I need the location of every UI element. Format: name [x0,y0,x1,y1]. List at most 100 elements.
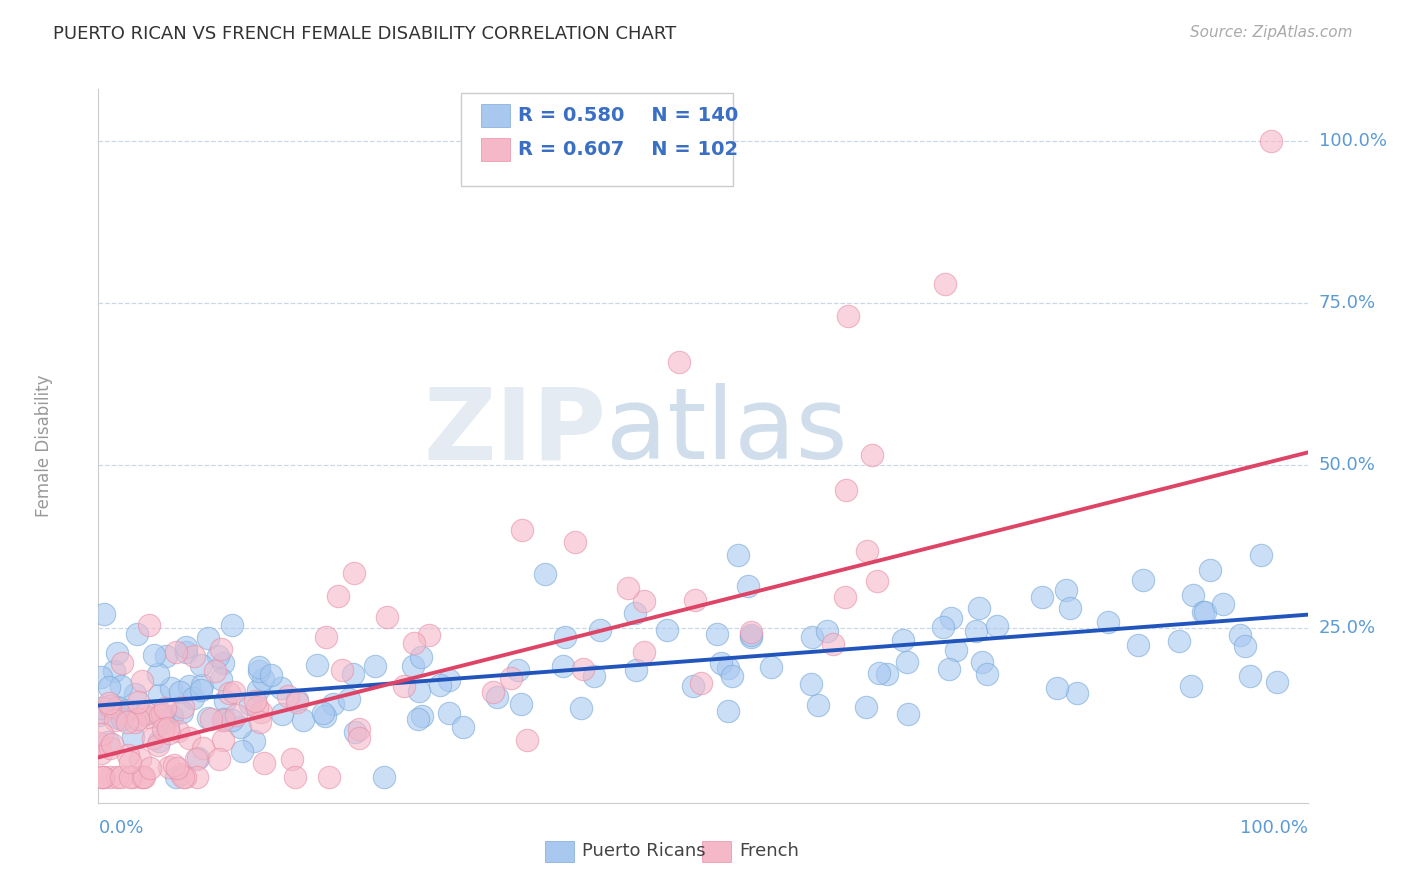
Point [105,699,128,714]
Point [167,723,190,738]
Point [690,676,713,690]
Point [1180,679,1202,693]
Point [1031,591,1053,605]
Point [160,708,183,723]
Point [876,666,898,681]
Point [208,752,231,766]
Point [221,618,243,632]
Point [138,618,160,632]
Point [437,673,460,688]
Point [347,722,370,736]
Point [91,770,114,784]
Point [720,669,742,683]
Point [142,731,165,745]
Point [143,648,166,662]
Point [710,657,733,671]
Point [891,632,914,647]
Point [344,724,367,739]
Point [90,705,112,719]
Point [197,711,219,725]
Point [945,643,967,657]
Point [117,748,139,763]
Point [90,670,112,684]
Point [969,600,991,615]
Point [148,688,170,702]
Point [249,714,271,729]
Point [170,767,193,781]
Point [938,662,960,676]
Point [200,712,222,726]
Point [243,734,266,748]
Point [209,672,232,686]
Point [363,659,385,673]
Point [571,661,593,675]
Point [1181,589,1204,603]
Point [150,706,173,721]
Point [761,660,783,674]
Point [837,310,859,324]
Point [499,671,522,685]
Point [89,708,111,723]
Point [190,683,212,698]
Point [534,567,557,582]
Point [285,695,308,709]
Point [91,770,114,784]
Point [740,628,762,642]
Point [1132,573,1154,587]
Point [271,706,294,721]
Point [277,690,299,704]
Text: 100.0%: 100.0% [1240,819,1308,837]
Point [318,770,340,784]
Point [727,548,749,562]
Point [683,593,706,607]
Point [163,758,186,772]
Point [633,594,655,608]
Point [165,770,187,784]
Point [149,708,172,723]
Point [187,751,209,765]
Point [127,695,149,709]
Point [121,730,143,744]
Point [564,535,586,549]
Point [146,667,169,681]
Point [239,697,262,711]
Point [510,524,533,538]
Point [404,635,426,649]
Point [125,626,148,640]
Point [98,741,121,756]
Point [253,756,276,771]
Point [1212,597,1234,611]
Point [231,744,253,758]
Point [342,666,364,681]
Point [172,770,194,784]
Point [834,590,856,604]
Point [224,685,246,699]
Point [554,630,576,644]
Point [148,734,170,748]
Point [589,623,612,637]
Point [152,712,174,726]
Point [221,714,243,728]
Point [482,684,505,698]
Point [157,760,180,774]
Point [138,710,160,724]
Point [134,708,156,723]
Point [508,663,530,677]
Point [624,606,647,620]
Point [281,752,304,766]
Point [209,642,232,657]
Point [90,700,112,714]
Point [740,625,762,640]
Point [129,752,152,766]
Point [90,746,112,760]
Point [104,713,127,727]
Point [292,713,315,727]
Point [897,706,920,721]
Point [177,731,200,745]
Point [835,483,858,498]
Point [105,700,128,714]
Point [682,679,704,693]
Point [98,680,121,694]
Point [103,664,125,678]
Point [1192,605,1215,619]
